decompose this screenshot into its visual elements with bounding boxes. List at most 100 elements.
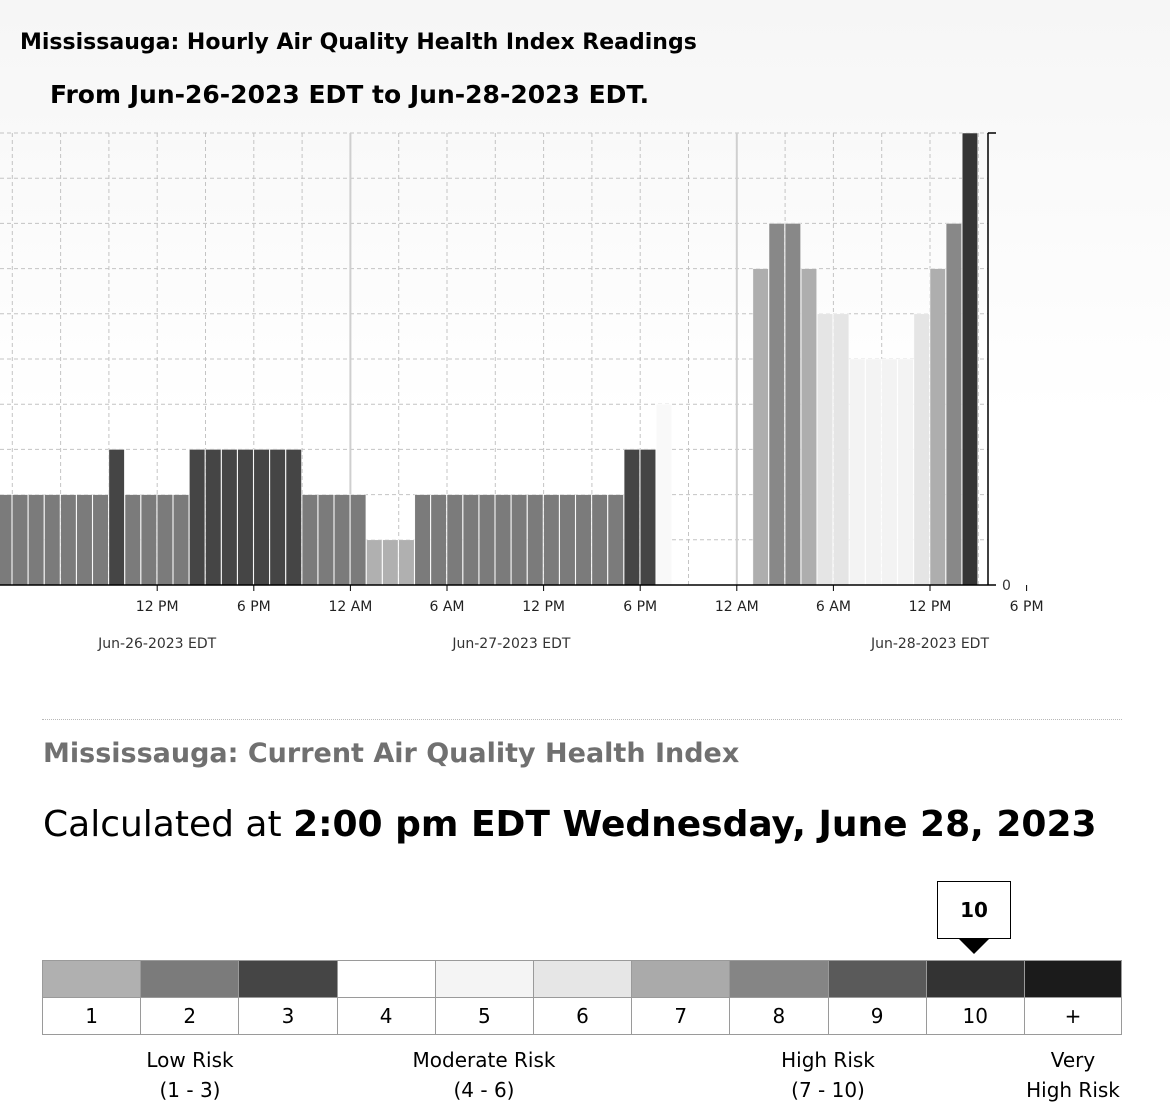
x-tick-label: 6 AM xyxy=(429,599,464,615)
scale-swatch xyxy=(42,960,141,998)
bar-hour-37 xyxy=(543,494,560,586)
risk-very-high-name: Very xyxy=(1050,1048,1096,1072)
bar-hour-63 xyxy=(961,132,978,586)
scale-level-plus: + xyxy=(1023,960,1123,1035)
scale-swatch xyxy=(434,960,533,998)
bar-hour-59 xyxy=(897,358,914,586)
bar-hour-10 xyxy=(108,449,125,586)
risk-very-high: Very High Risk xyxy=(1018,1045,1128,1105)
risk-very-high-name2: High Risk xyxy=(1026,1078,1120,1102)
scale-number: 4 xyxy=(336,998,435,1035)
bar-hour-23 xyxy=(317,494,334,586)
bar-hour-4 xyxy=(12,494,29,586)
bar-hour-3 xyxy=(0,494,12,586)
scale-number: 6 xyxy=(532,998,632,1035)
scale-swatch xyxy=(532,960,632,998)
scale-level-5: 5 xyxy=(434,960,533,1035)
bar-hour-18 xyxy=(237,449,254,586)
bar-hour-21 xyxy=(285,449,302,586)
bar-hour-7 xyxy=(60,494,77,586)
x-tick-label: 12 PM xyxy=(522,599,565,615)
date-label: Jun-27-2023 EDT xyxy=(451,636,570,652)
calculated-at-time: 2:00 pm EDT Wednesday, June 28, 2023 xyxy=(293,804,1097,845)
section-divider xyxy=(42,719,1122,720)
current-value-arrow-icon xyxy=(959,939,989,954)
scale-swatch xyxy=(1023,960,1123,998)
scale-level-4: 4 xyxy=(336,960,435,1035)
scale-number: 1 xyxy=(42,998,141,1035)
scale-swatch xyxy=(140,960,239,998)
scale-swatch xyxy=(336,960,435,998)
date-label: Jun-26-2023 EDT xyxy=(97,636,216,652)
bar-hour-34 xyxy=(495,494,512,586)
bar-hour-14 xyxy=(173,494,190,586)
scale-number: + xyxy=(1023,998,1123,1035)
scale-swatch xyxy=(631,960,730,998)
current-value-marker: 10 xyxy=(937,881,1011,939)
risk-high-range: (7 - 10) xyxy=(791,1078,865,1102)
bar-hour-44 xyxy=(656,403,673,586)
bar-hour-55 xyxy=(833,313,850,586)
bar-hour-57 xyxy=(865,358,882,586)
x-tick-label: 6 PM xyxy=(623,599,657,615)
bar-hour-33 xyxy=(478,494,495,586)
risk-high-name: High Risk xyxy=(781,1048,875,1072)
risk-low-name: Low Risk xyxy=(146,1048,234,1072)
risk-high: High Risk (7 - 10) xyxy=(758,1045,898,1105)
bar-hour-8 xyxy=(76,494,93,586)
x-tick-label: 12 PM xyxy=(909,599,952,615)
scale-level-10: 10 xyxy=(925,960,1024,1035)
x-tick-label: 12 AM xyxy=(328,599,372,615)
chart-subtitle: From Jun-26-2023 EDT to Jun-28-2023 EDT. xyxy=(50,80,650,109)
bar-hour-50 xyxy=(752,268,769,586)
bar-hour-24 xyxy=(334,494,351,586)
bar-hour-31 xyxy=(446,494,463,586)
risk-moderate-range: (4 - 6) xyxy=(453,1078,515,1102)
scale-level-2: 2 xyxy=(140,960,239,1035)
bar-hour-58 xyxy=(881,358,898,586)
x-tick-label: 6 PM xyxy=(1010,599,1044,615)
scale-number: 10 xyxy=(925,998,1024,1035)
bar-hour-9 xyxy=(92,494,109,586)
scale-number: 8 xyxy=(729,998,828,1035)
bar-hour-12 xyxy=(140,494,157,586)
current-aqhi-title: Mississauga: Current Air Quality Health … xyxy=(43,738,740,769)
bar-hour-16 xyxy=(205,449,222,586)
bar-hour-39 xyxy=(575,494,592,586)
bar-hour-27 xyxy=(382,539,399,586)
bar-hour-29 xyxy=(414,494,431,586)
scale-number: 9 xyxy=(827,998,926,1035)
x-tick-label: 6 AM xyxy=(816,599,851,615)
bar-hour-36 xyxy=(527,494,544,586)
bar-hour-5 xyxy=(28,494,45,586)
risk-moderate-name: Moderate Risk xyxy=(412,1048,556,1072)
risk-low-range: (1 - 3) xyxy=(159,1078,221,1102)
chart-panel: 0 12 PM 6 PM 12 AM 6 AM 12 PM 6 PM 12 AM 6 AM 12 … xyxy=(0,0,1170,690)
bar-hour-13 xyxy=(156,494,173,586)
scale-number: 7 xyxy=(631,998,730,1035)
bar-hour-61 xyxy=(929,268,946,586)
scale-level-3: 3 xyxy=(238,960,337,1035)
bar-hour-51 xyxy=(768,223,785,586)
scale-level-8: 8 xyxy=(729,960,828,1035)
scale-swatch xyxy=(827,960,926,998)
bar-hour-43 xyxy=(639,449,656,586)
calculated-at-prefix: Calculated at xyxy=(43,804,294,845)
bar-hour-22 xyxy=(301,494,318,586)
bar-hour-40 xyxy=(591,494,608,586)
scale-number: 5 xyxy=(434,998,533,1035)
risk-low: Low Risk (1 - 3) xyxy=(120,1045,260,1105)
bar-hour-52 xyxy=(784,223,801,586)
risk-moderate: Moderate Risk (4 - 6) xyxy=(384,1045,584,1105)
x-tick-label: 6 PM xyxy=(237,599,271,615)
aqhi-scale: 1 2 3 4 5 6 7 8 9 10 + xyxy=(42,960,1123,1035)
bar-hour-60 xyxy=(913,313,930,586)
bar-hour-15 xyxy=(189,449,206,586)
bar-hour-54 xyxy=(817,313,834,586)
scale-level-9: 9 xyxy=(827,960,926,1035)
bar-hour-38 xyxy=(559,494,576,586)
bar-hour-32 xyxy=(462,494,479,586)
y-tick-label: 0 xyxy=(1002,578,1011,594)
x-tick-label: 12 PM xyxy=(136,599,179,615)
bar-hour-26 xyxy=(366,539,383,586)
